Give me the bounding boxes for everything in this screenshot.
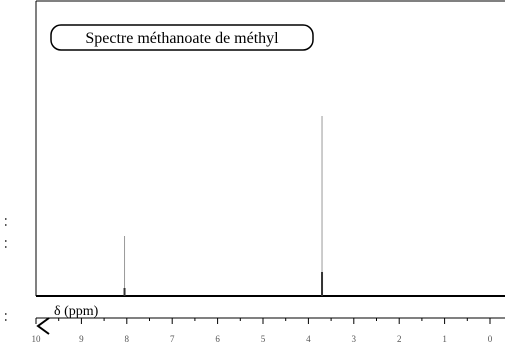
x-tick-label-4: 4 [306,334,311,344]
x-tick-label-5: 5 [261,334,266,344]
x-tick-label-1: 1 [442,334,447,344]
x-tick-label-8: 8 [125,334,130,344]
x-tick-label-10: 10 [32,334,42,344]
title-box [50,24,314,51]
x-tick-label-3: 3 [352,334,357,344]
x-axis-ticks: 10 9 8 7 6 5 4 3 2 1 0 [32,318,493,344]
x-tick-label-6: 6 [215,334,220,344]
x-tick-label-9: 9 [79,334,84,344]
x-tick-label-0: 0 [488,334,493,344]
x-axis-arrow [36,317,50,335]
chart-title: Spectre méthanoate de méthyl [85,30,279,47]
peaks [123,116,324,296]
x-axis-label: δ (ppm) [54,304,99,319]
x-tick-label-2: 2 [397,334,402,344]
left-edge-marks [5,218,7,321]
x-tick-label-7: 7 [170,334,175,344]
